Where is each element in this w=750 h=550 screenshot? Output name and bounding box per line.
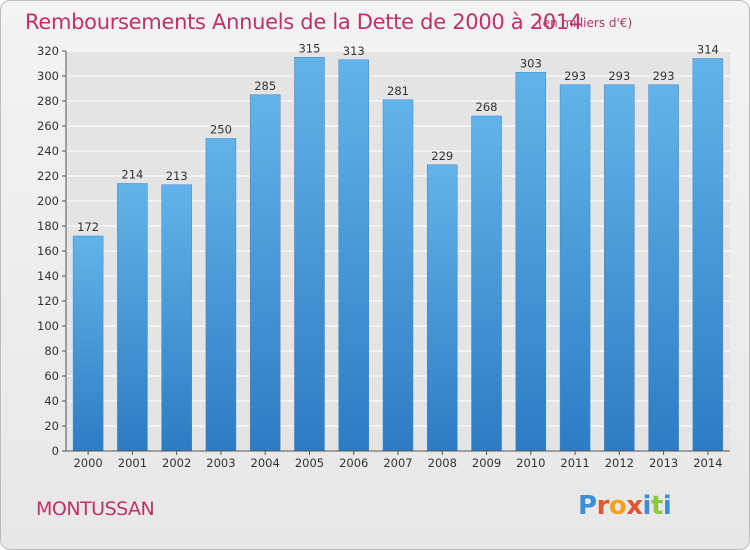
bars: 172 214 213 250 285 315 313 281 229 268 303 293 293 2… [72, 41, 724, 452]
logo-letter: x [626, 491, 643, 521]
proxiti-logo: Proxiti [578, 491, 672, 521]
x-tick-label: 2013 [649, 456, 678, 470]
x-tick-label: 2010 [516, 456, 545, 470]
bar-value-label: 172 [77, 220, 99, 234]
bar-2011 [559, 84, 591, 452]
y-tick-label: 260 [37, 119, 59, 133]
y-tick-label: 320 [37, 44, 59, 58]
y-tick-label: 300 [37, 69, 59, 83]
x-tick-label: 2003 [206, 456, 235, 470]
x-tick-label: 2005 [295, 456, 324, 470]
y-tick-label: 0 [52, 444, 59, 458]
bar-2003 [205, 138, 237, 452]
y-tick-label: 100 [37, 319, 59, 333]
x-tick-label: 2007 [383, 456, 412, 470]
bar-2002 [161, 184, 192, 452]
bar-value-label: 213 [166, 169, 188, 183]
bar-value-label: 293 [564, 69, 586, 83]
bar-value-label: 313 [343, 44, 365, 58]
bar-2009 [471, 115, 502, 452]
x-tick-label: 2012 [605, 456, 634, 470]
bar-2005 [294, 57, 325, 452]
bar-value-label: 314 [697, 43, 719, 57]
y-tick-label: 140 [37, 269, 59, 283]
chart-subtitle: (en milliers d'€) [538, 16, 633, 30]
y-tick-label: 40 [44, 394, 59, 408]
logo-letter: o [608, 491, 627, 521]
bar-2006 [338, 59, 369, 452]
x-tick-label: 2000 [73, 456, 102, 470]
commune-name: MONTUSSAN [36, 498, 155, 520]
bar-2013 [648, 84, 679, 452]
bar-value-label: 229 [431, 149, 453, 163]
logo-letter: t [650, 491, 663, 521]
logo-letter: i [642, 491, 652, 521]
chart-title: Remboursements Annuels de la Dette de 20… [25, 10, 582, 34]
x-tick-label: 2002 [162, 456, 191, 470]
logo-letter: i [662, 491, 672, 521]
bar-value-label: 315 [298, 41, 320, 55]
bar-2001 [117, 183, 148, 452]
bar-value-label: 293 [653, 69, 675, 83]
bar-2014 [692, 58, 724, 452]
x-tick-label: 2006 [339, 456, 368, 470]
bar-value-label: 293 [608, 69, 630, 83]
y-tick-label: 80 [44, 344, 59, 358]
y-tick-label: 120 [37, 294, 59, 308]
bar-value-label: 214 [121, 168, 143, 182]
x-tick-label: 2011 [560, 456, 589, 470]
bar-value-label: 250 [210, 123, 232, 137]
y-tick-label: 280 [37, 94, 59, 108]
logo-letter: r [596, 491, 610, 521]
y-tick-label: 220 [37, 169, 59, 183]
x-tick-label: 2004 [251, 456, 280, 470]
bar-2012 [604, 84, 635, 452]
x-tick-label: 2014 [693, 456, 722, 470]
y-tick-label: 160 [37, 244, 59, 258]
bar-2004 [249, 94, 281, 452]
bar-2010 [515, 72, 547, 452]
y-tick-label: 20 [44, 419, 59, 433]
logo-letter: P [578, 491, 597, 521]
y-tick-label: 240 [37, 144, 59, 158]
bar-value-label: 268 [476, 100, 498, 114]
bar-2000 [72, 235, 104, 452]
bar-2008 [427, 164, 458, 452]
bar-value-label: 285 [254, 79, 276, 93]
bar-2007 [382, 99, 414, 452]
y-tick-label: 60 [44, 369, 59, 383]
y-tick-label: 180 [37, 219, 59, 233]
x-tick-label: 2008 [428, 456, 457, 470]
x-tick-label: 2001 [118, 456, 147, 470]
y-tick-label: 200 [37, 194, 59, 208]
bar-value-label: 303 [520, 56, 542, 70]
axes: 0 20 40 60 80 100 120 140 160 180 200 220 240 260 280 3… [37, 44, 730, 470]
x-tick-label: 2009 [472, 456, 501, 470]
bar-value-label: 281 [387, 84, 409, 98]
